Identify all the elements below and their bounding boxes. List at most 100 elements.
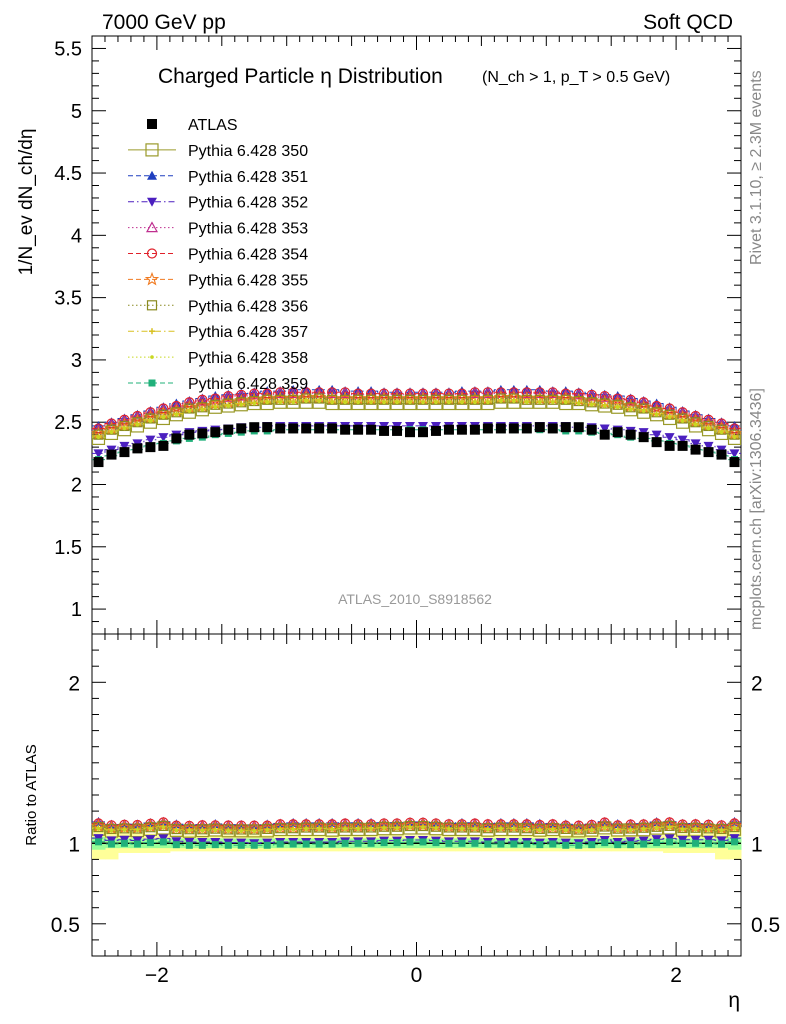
ratio-point	[226, 828, 231, 833]
legend-marker	[147, 197, 157, 207]
ratio-point	[236, 824, 247, 835]
ratio-point	[406, 838, 414, 846]
legend-item: Pythia 6.428 357	[128, 324, 308, 341]
ratio-point	[471, 839, 479, 847]
data-point	[729, 429, 740, 440]
ratio-point	[523, 840, 531, 848]
ratio-point	[276, 840, 284, 848]
ratio-point	[249, 824, 260, 835]
data-point	[236, 389, 247, 400]
legend-item: Pythia 6.428 351	[128, 169, 308, 186]
ratio-point	[549, 840, 557, 848]
data-point	[222, 391, 235, 402]
y-axis-title: 1/N_ev dN_ch/dη	[16, 129, 37, 276]
ratio-point	[197, 824, 208, 835]
legend-marker	[150, 355, 154, 359]
main-plot-data	[91, 384, 742, 468]
legend-marker	[145, 143, 159, 157]
ratio-plot-axes: −2 0 2 0.5 1 2 0.5 1 2	[51, 633, 780, 987]
data-point	[327, 387, 338, 398]
legend-label: Pythia 6.428 355	[188, 272, 308, 289]
data-point	[521, 423, 532, 434]
header-right: Soft QCD	[643, 11, 733, 34]
data-point	[288, 387, 299, 398]
legend-item: Pythia 6.428 358	[128, 350, 308, 367]
data-point	[677, 413, 688, 424]
ratio-point	[302, 840, 310, 848]
data-point	[599, 429, 610, 440]
legend-label: Pythia 6.428 350	[188, 143, 308, 160]
y-tick-label: 3.5	[54, 288, 82, 310]
ratio-point	[482, 823, 493, 834]
x-axis-title: η	[728, 989, 740, 1012]
ratio-y-tick-label: 2	[68, 672, 80, 695]
ratio-point	[627, 841, 635, 849]
ratio-point	[145, 822, 156, 833]
legend-item: Pythia 6.428 353	[128, 221, 308, 238]
data-point	[651, 437, 662, 448]
data-point	[599, 390, 610, 402]
ratio-point	[575, 841, 583, 849]
data-point	[495, 423, 506, 434]
data-point	[547, 394, 558, 405]
ratio-point	[693, 827, 698, 831]
main-plot: 1 1.5 2 2.5 3 3.5 4 4.5 5 5.5 Charged Particle η …	[16, 35, 742, 635]
mcplots-label: mcplots.cern.ch [arXiv:1306.3436]	[748, 388, 765, 630]
ratio-point	[447, 826, 451, 831]
ratio-point	[732, 826, 737, 831]
ratio-point	[237, 841, 245, 849]
ratio-point	[534, 823, 545, 835]
ratio-point	[473, 826, 477, 831]
data-point	[223, 390, 234, 402]
data-point	[106, 424, 117, 435]
data-point	[265, 400, 270, 405]
data-point	[248, 388, 261, 400]
data-point	[275, 387, 286, 398]
data-point	[651, 407, 662, 418]
legend-label: Pythia 6.428 359	[188, 376, 308, 393]
data-point	[196, 394, 209, 406]
x-tick-label: −2	[145, 964, 169, 987]
data-point	[340, 387, 351, 398]
ratio-point	[328, 840, 336, 848]
data-point	[352, 394, 364, 405]
data-point	[706, 426, 711, 431]
data-point	[93, 457, 104, 468]
legend-item: Pythia 6.428 355	[128, 271, 308, 289]
data-point	[304, 399, 308, 403]
data-point	[249, 422, 260, 433]
ratio-point	[146, 839, 154, 847]
data-point	[275, 394, 286, 405]
ratio-point	[576, 829, 581, 833]
data-point	[171, 407, 182, 418]
ratio-point	[484, 840, 492, 848]
series-line	[92, 400, 741, 438]
data-point	[236, 397, 247, 408]
data-point	[550, 400, 555, 405]
data-point	[729, 457, 740, 468]
ratio-point	[628, 828, 633, 832]
ratio-point	[625, 823, 636, 834]
data-point	[249, 395, 260, 407]
data-point	[122, 426, 127, 431]
y-tick-label: 2.5	[54, 412, 82, 434]
ratio-point	[365, 822, 377, 833]
data-point	[236, 423, 247, 434]
ratio-point	[408, 825, 412, 830]
legend-marker	[147, 119, 157, 129]
ratio-point	[184, 824, 195, 835]
data-point	[392, 425, 403, 436]
data-point	[638, 403, 649, 414]
ratio-point	[224, 841, 232, 849]
data-point	[690, 444, 701, 455]
ratio-point	[602, 826, 607, 830]
data-point	[340, 394, 351, 405]
ratio-y-tick-label: 1	[68, 833, 80, 856]
data-point	[573, 422, 584, 433]
ratio-point	[495, 822, 506, 833]
data-point	[330, 400, 334, 405]
x-tick-label: 0	[411, 964, 423, 987]
legend-label: Pythia 6.428 352	[188, 195, 308, 212]
data-point	[525, 400, 529, 405]
data-point	[106, 449, 117, 460]
